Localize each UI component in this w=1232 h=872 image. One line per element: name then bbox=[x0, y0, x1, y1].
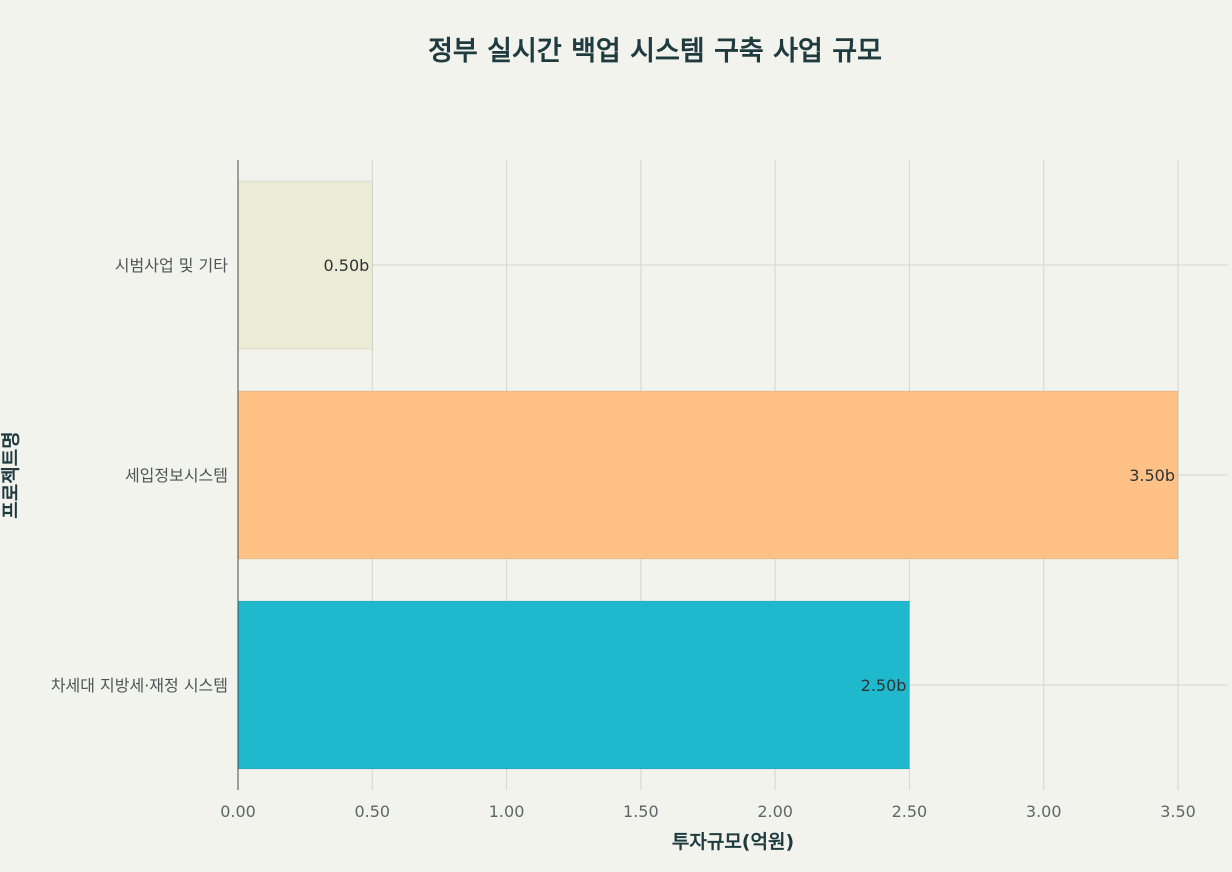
chart-title: 정부 실시간 백업 시스템 구축 사업 규모 bbox=[428, 36, 882, 67]
y-axis-title: 프로젝트명 bbox=[0, 431, 22, 518]
bar-value-label: 0.50b bbox=[324, 256, 370, 275]
x-tick-label: 2.00 bbox=[757, 802, 793, 821]
x-tick-label: 1.00 bbox=[489, 802, 525, 821]
bar-value-label: 2.50b bbox=[861, 676, 907, 695]
x-tick-label: 3.00 bbox=[1026, 802, 1062, 821]
x-tick-label: 1.50 bbox=[623, 802, 659, 821]
bar[interactable] bbox=[237, 390, 1179, 560]
y-tick-label: 시범사업 및 기타 bbox=[115, 256, 228, 275]
bar-value-label: 3.50b bbox=[1129, 466, 1175, 485]
y-tick-label: 차세대 지방세·재정 시스템 bbox=[51, 676, 228, 695]
bar[interactable] bbox=[237, 180, 373, 350]
bar-layer bbox=[237, 160, 1179, 790]
x-tick-label: 0.00 bbox=[220, 802, 256, 821]
x-tick-label: 3.50 bbox=[1160, 802, 1196, 821]
label-layer: 0.00 0.50 1.00 1.50 2.00 2.50 3.00 3.50 0.50b 시범사… bbox=[51, 256, 1196, 821]
x-axis-title: 투자규모(억원) bbox=[672, 831, 794, 853]
bar[interactable] bbox=[237, 600, 910, 770]
x-tick-label: 2.50 bbox=[892, 802, 928, 821]
y-tick-label: 세입정보시스템 bbox=[125, 466, 228, 485]
x-tick-label: 0.50 bbox=[354, 802, 390, 821]
